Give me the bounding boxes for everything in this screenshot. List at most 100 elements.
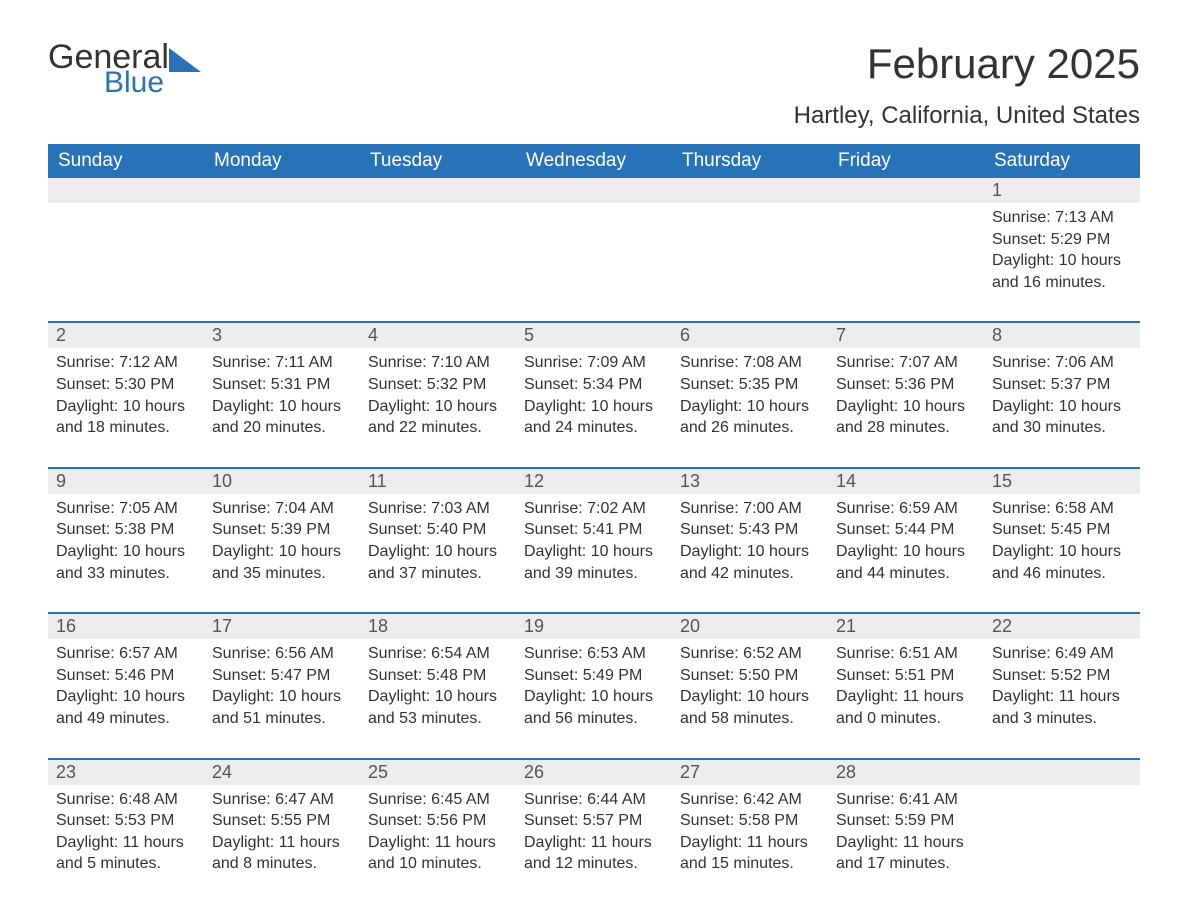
daylight-text: Daylight: 11 hours (524, 832, 664, 854)
daynum-row: 2345678 (48, 323, 1140, 348)
daynum-row: 16171819202122 (48, 614, 1140, 639)
daylight-text: and 49 minutes. (56, 708, 196, 730)
day-number: 20 (672, 614, 828, 639)
logo-blue-text: Blue (104, 68, 169, 98)
sunset-text: Sunset: 5:53 PM (56, 810, 196, 832)
day-number: 13 (672, 469, 828, 494)
daylight-text: Daylight: 10 hours (524, 686, 664, 708)
sunset-text: Sunset: 5:56 PM (368, 810, 508, 832)
daylight-text: Daylight: 10 hours (992, 396, 1132, 418)
sunrise-text: Sunrise: 7:11 AM (212, 352, 352, 374)
sunrise-text: Sunrise: 6:49 AM (992, 643, 1132, 665)
sunset-text: Sunset: 5:31 PM (212, 374, 352, 396)
daylight-text: and 39 minutes. (524, 563, 664, 585)
sunrise-text: Sunrise: 7:12 AM (56, 352, 196, 374)
day-cell: Sunrise: 7:02 AMSunset: 5:41 PMDaylight:… (516, 494, 672, 584)
sunrise-text: Sunrise: 6:42 AM (680, 789, 820, 811)
sunset-text: Sunset: 5:45 PM (992, 519, 1132, 541)
day-cell (984, 785, 1140, 875)
sunset-text: Sunset: 5:44 PM (836, 519, 976, 541)
daylight-text: Daylight: 11 hours (992, 686, 1132, 708)
day-number: 23 (48, 760, 204, 785)
day-number: 14 (828, 469, 984, 494)
daylight-text: and 8 minutes. (212, 853, 352, 875)
day-number: 9 (48, 469, 204, 494)
day-cell: Sunrise: 7:08 AMSunset: 5:35 PMDaylight:… (672, 348, 828, 438)
sunrise-text: Sunrise: 6:56 AM (212, 643, 352, 665)
day-cell: Sunrise: 6:59 AMSunset: 5:44 PMDaylight:… (828, 494, 984, 584)
sunrise-text: Sunrise: 6:48 AM (56, 789, 196, 811)
sunrise-text: Sunrise: 7:02 AM (524, 498, 664, 520)
day-cell: Sunrise: 6:56 AMSunset: 5:47 PMDaylight:… (204, 639, 360, 729)
day-number: 3 (204, 323, 360, 348)
daylight-text: Daylight: 11 hours (836, 686, 976, 708)
week-row: 16171819202122Sunrise: 6:57 AMSunset: 5:… (48, 612, 1140, 729)
day-number: 11 (360, 469, 516, 494)
week-row: 2345678Sunrise: 7:12 AMSunset: 5:30 PMDa… (48, 321, 1140, 438)
daylight-text: Daylight: 10 hours (368, 686, 508, 708)
sunset-text: Sunset: 5:43 PM (680, 519, 820, 541)
day-cell: Sunrise: 6:53 AMSunset: 5:49 PMDaylight:… (516, 639, 672, 729)
sunset-text: Sunset: 5:51 PM (836, 665, 976, 687)
day-number: 6 (672, 323, 828, 348)
day-number: 22 (984, 614, 1140, 639)
weekday-monday: Monday (204, 144, 360, 178)
sunrise-text: Sunrise: 6:59 AM (836, 498, 976, 520)
daylight-text: and 22 minutes. (368, 417, 508, 439)
calendar: Sunday Monday Tuesday Wednesday Thursday… (48, 144, 1140, 875)
day-number: 18 (360, 614, 516, 639)
day-cell (204, 203, 360, 293)
daylight-text: and 15 minutes. (680, 853, 820, 875)
day-number (360, 178, 516, 203)
weekday-tuesday: Tuesday (360, 144, 516, 178)
day-cell: Sunrise: 6:41 AMSunset: 5:59 PMDaylight:… (828, 785, 984, 875)
day-number: 25 (360, 760, 516, 785)
daylight-text: Daylight: 10 hours (680, 541, 820, 563)
sunrise-text: Sunrise: 7:10 AM (368, 352, 508, 374)
day-number (48, 178, 204, 203)
sunset-text: Sunset: 5:57 PM (524, 810, 664, 832)
daylight-text: and 30 minutes. (992, 417, 1132, 439)
sunset-text: Sunset: 5:34 PM (524, 374, 664, 396)
day-number: 5 (516, 323, 672, 348)
day-cell: Sunrise: 7:05 AMSunset: 5:38 PMDaylight:… (48, 494, 204, 584)
day-cell: Sunrise: 6:45 AMSunset: 5:56 PMDaylight:… (360, 785, 516, 875)
sunset-text: Sunset: 5:52 PM (992, 665, 1132, 687)
day-cell: Sunrise: 7:06 AMSunset: 5:37 PMDaylight:… (984, 348, 1140, 438)
day-cell: Sunrise: 7:13 AMSunset: 5:29 PMDaylight:… (984, 203, 1140, 293)
header: General Blue February 2025 Hartley, Cali… (48, 40, 1140, 130)
sunrise-text: Sunrise: 7:08 AM (680, 352, 820, 374)
day-cell: Sunrise: 7:09 AMSunset: 5:34 PMDaylight:… (516, 348, 672, 438)
daylight-text: and 10 minutes. (368, 853, 508, 875)
daylight-text: and 26 minutes. (680, 417, 820, 439)
daylight-text: and 28 minutes. (836, 417, 976, 439)
day-number: 1 (984, 178, 1140, 203)
daylight-text: Daylight: 10 hours (524, 541, 664, 563)
sunset-text: Sunset: 5:32 PM (368, 374, 508, 396)
sunset-text: Sunset: 5:41 PM (524, 519, 664, 541)
weekday-saturday: Saturday (984, 144, 1140, 178)
day-cell: Sunrise: 6:52 AMSunset: 5:50 PMDaylight:… (672, 639, 828, 729)
daylight-text: Daylight: 10 hours (212, 541, 352, 563)
sunrise-text: Sunrise: 7:07 AM (836, 352, 976, 374)
daylight-text: and 53 minutes. (368, 708, 508, 730)
daylight-text: Daylight: 11 hours (56, 832, 196, 854)
sunset-text: Sunset: 5:29 PM (992, 229, 1132, 251)
sunset-text: Sunset: 5:59 PM (836, 810, 976, 832)
day-number: 24 (204, 760, 360, 785)
day-cell: Sunrise: 7:10 AMSunset: 5:32 PMDaylight:… (360, 348, 516, 438)
sunset-text: Sunset: 5:35 PM (680, 374, 820, 396)
sunrise-text: Sunrise: 7:03 AM (368, 498, 508, 520)
day-number (984, 760, 1140, 785)
day-cell (516, 203, 672, 293)
sunrise-text: Sunrise: 6:52 AM (680, 643, 820, 665)
daylight-text: and 5 minutes. (56, 853, 196, 875)
sunset-text: Sunset: 5:36 PM (836, 374, 976, 396)
day-cell: Sunrise: 6:54 AMSunset: 5:48 PMDaylight:… (360, 639, 516, 729)
location: Hartley, California, United States (794, 102, 1140, 130)
day-number: 8 (984, 323, 1140, 348)
day-cell: Sunrise: 6:42 AMSunset: 5:58 PMDaylight:… (672, 785, 828, 875)
sunrise-text: Sunrise: 7:05 AM (56, 498, 196, 520)
day-cell: Sunrise: 7:00 AMSunset: 5:43 PMDaylight:… (672, 494, 828, 584)
sunrise-text: Sunrise: 7:09 AM (524, 352, 664, 374)
